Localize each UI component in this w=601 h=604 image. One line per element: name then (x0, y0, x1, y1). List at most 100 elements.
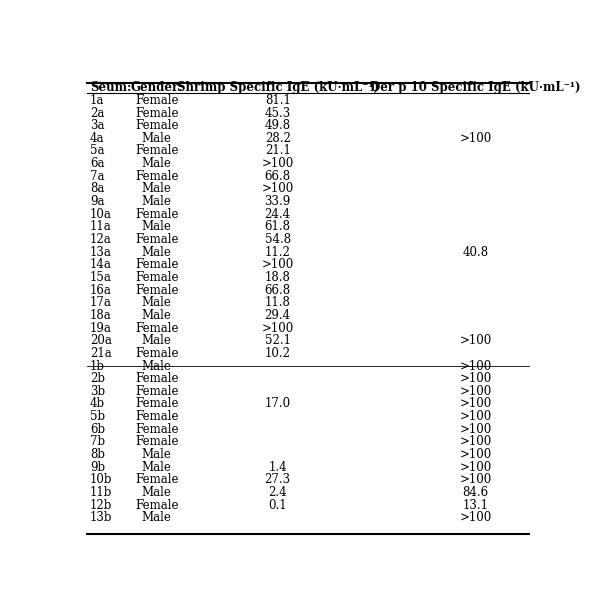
Text: 7b: 7b (90, 435, 105, 448)
Text: 84.6: 84.6 (463, 486, 489, 499)
Text: >100: >100 (460, 334, 492, 347)
Text: 29.4: 29.4 (264, 309, 291, 322)
Text: Female: Female (135, 435, 178, 448)
Text: Male: Male (142, 512, 171, 524)
Text: Female: Female (135, 170, 178, 183)
Text: 17.0: 17.0 (264, 397, 291, 411)
Text: Male: Male (142, 220, 171, 233)
Text: Male: Male (142, 359, 171, 373)
Text: Female: Female (135, 321, 178, 335)
Text: 13a: 13a (90, 246, 112, 259)
Text: 11.8: 11.8 (265, 297, 291, 309)
Text: Female: Female (135, 106, 178, 120)
Text: >100: >100 (460, 359, 492, 373)
Text: 21.1: 21.1 (265, 144, 291, 158)
Text: 5a: 5a (90, 144, 105, 158)
Text: Female: Female (135, 372, 178, 385)
Text: Male: Male (142, 297, 171, 309)
Text: 6b: 6b (90, 423, 105, 436)
Text: >100: >100 (261, 157, 294, 170)
Text: 52.1: 52.1 (264, 334, 291, 347)
Text: Female: Female (135, 233, 178, 246)
Text: 13b: 13b (90, 512, 112, 524)
Text: 12b: 12b (90, 499, 112, 512)
Text: 8b: 8b (90, 448, 105, 461)
Text: Female: Female (135, 474, 178, 486)
Text: 18a: 18a (90, 309, 112, 322)
Text: Female: Female (135, 271, 178, 284)
Text: 2b: 2b (90, 372, 105, 385)
Text: Male: Male (142, 182, 171, 196)
Text: >100: >100 (460, 435, 492, 448)
Text: 20a: 20a (90, 334, 112, 347)
Text: Male: Male (142, 309, 171, 322)
Text: 2a: 2a (90, 106, 105, 120)
Text: >100: >100 (460, 410, 492, 423)
Text: 7a: 7a (90, 170, 105, 183)
Text: >100: >100 (460, 461, 492, 474)
Text: 21a: 21a (90, 347, 112, 360)
Text: 1.4: 1.4 (269, 461, 287, 474)
Text: 19a: 19a (90, 321, 112, 335)
Text: >100: >100 (261, 259, 294, 271)
Text: Female: Female (135, 397, 178, 411)
Text: 33.9: 33.9 (264, 195, 291, 208)
Text: 66.8: 66.8 (264, 170, 291, 183)
Text: Female: Female (135, 423, 178, 436)
Text: 16a: 16a (90, 284, 112, 297)
Text: Der p 10 Specific IgE (kU·mL⁻¹): Der p 10 Specific IgE (kU·mL⁻¹) (370, 82, 581, 94)
Text: >100: >100 (460, 423, 492, 436)
Text: Male: Male (142, 195, 171, 208)
Text: >100: >100 (460, 448, 492, 461)
Text: Female: Female (135, 119, 178, 132)
Text: Female: Female (135, 410, 178, 423)
Text: 10b: 10b (90, 474, 112, 486)
Text: 8a: 8a (90, 182, 105, 196)
Text: >100: >100 (460, 512, 492, 524)
Text: Seum:: Seum: (90, 82, 132, 94)
Text: 11a: 11a (90, 220, 112, 233)
Text: >100: >100 (460, 132, 492, 145)
Text: Male: Male (142, 461, 171, 474)
Text: Female: Female (135, 208, 178, 220)
Text: Female: Female (135, 499, 178, 512)
Text: 1b: 1b (90, 359, 105, 373)
Text: Male: Male (142, 246, 171, 259)
Text: 66.8: 66.8 (264, 284, 291, 297)
Text: Male: Male (142, 486, 171, 499)
Text: 54.8: 54.8 (264, 233, 291, 246)
Text: Female: Female (135, 347, 178, 360)
Text: 24.4: 24.4 (264, 208, 291, 220)
Text: 18.8: 18.8 (265, 271, 291, 284)
Text: 10.2: 10.2 (264, 347, 291, 360)
Text: Female: Female (135, 144, 178, 158)
Text: Female: Female (135, 284, 178, 297)
Text: Male: Male (142, 448, 171, 461)
Text: 49.8: 49.8 (264, 119, 291, 132)
Text: Male: Male (142, 334, 171, 347)
Text: 14a: 14a (90, 259, 112, 271)
Text: 9a: 9a (90, 195, 105, 208)
Text: 81.1: 81.1 (265, 94, 291, 107)
Text: Female: Female (135, 385, 178, 398)
Text: >100: >100 (460, 397, 492, 411)
Text: >100: >100 (261, 321, 294, 335)
Text: 6a: 6a (90, 157, 105, 170)
Text: 1a: 1a (90, 94, 105, 107)
Text: 4a: 4a (90, 132, 105, 145)
Text: 5b: 5b (90, 410, 105, 423)
Text: 0.1: 0.1 (269, 499, 287, 512)
Text: >100: >100 (460, 385, 492, 398)
Text: 4b: 4b (90, 397, 105, 411)
Text: 40.8: 40.8 (463, 246, 489, 259)
Text: 61.8: 61.8 (264, 220, 291, 233)
Text: 11.2: 11.2 (265, 246, 291, 259)
Text: Gender:: Gender: (130, 82, 183, 94)
Text: 27.3: 27.3 (264, 474, 291, 486)
Text: Female: Female (135, 259, 178, 271)
Text: 13.1: 13.1 (463, 499, 489, 512)
Text: Male: Male (142, 132, 171, 145)
Text: 9b: 9b (90, 461, 105, 474)
Text: 28.2: 28.2 (265, 132, 291, 145)
Text: 12a: 12a (90, 233, 112, 246)
